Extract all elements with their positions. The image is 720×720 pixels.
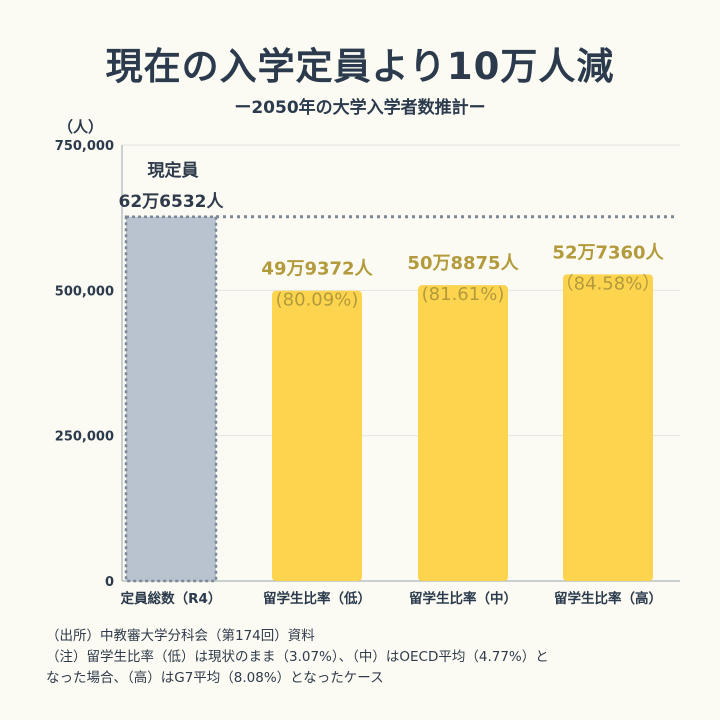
bar-value-label: 52万7360人: [552, 242, 664, 263]
y-tick-label: 750,000: [55, 139, 114, 154]
bar-value-label: 現定員: [148, 160, 199, 181]
bar-value-label: 50万8875人: [407, 253, 519, 274]
bar-sub-label: (81.61%): [422, 284, 505, 305]
y-axis-unit-label: （人）: [58, 118, 104, 136]
x-category-label: 留学生比率（低）: [263, 590, 371, 607]
y-tick-label: 500,000: [55, 284, 114, 299]
bar-value-label: 49万9372人: [261, 259, 373, 280]
bar-sub-label: 62万6532人: [119, 192, 225, 212]
bar-current-capacity: [124, 215, 218, 583]
bar-estimate: [418, 285, 508, 581]
x-category-label: 留学生比率（高）: [554, 590, 662, 607]
chart-subtitle: ー2050年の大学入学者数推計ー: [234, 98, 486, 118]
footnotes: （出所）中教審大学分科会（第174回）資料 （注）留学生比率（低）は現状のまま（…: [46, 626, 696, 689]
chart-title: 現在の入学定員より10万人減: [105, 45, 615, 88]
x-category-label: 留学生比率（中）: [409, 590, 517, 607]
bar-chart: 0 250,000 500,000 750,000 現定員 62万6532人 49万9372…: [55, 139, 680, 607]
x-category-label: 定員総数（R4）: [121, 590, 222, 607]
bar-estimate: [272, 290, 362, 581]
bar-sub-label: (80.09%): [276, 290, 359, 311]
footnote-line-1: （注）留学生比率（低）は現状のまま（3.07%）、（中）はOECD平均（4.77…: [46, 649, 549, 665]
source-note: （出所）中教審大学分科会（第174回）資料: [46, 628, 315, 644]
footnote-line-2: なった場合、（高）はG7平均（8.08%）となったケース: [46, 670, 384, 686]
bar-estimate: [563, 274, 653, 581]
y-tick-label: 250,000: [55, 430, 114, 445]
y-tick-label: 0: [105, 575, 114, 590]
bar-sub-label: （84.58%）: [556, 273, 661, 294]
